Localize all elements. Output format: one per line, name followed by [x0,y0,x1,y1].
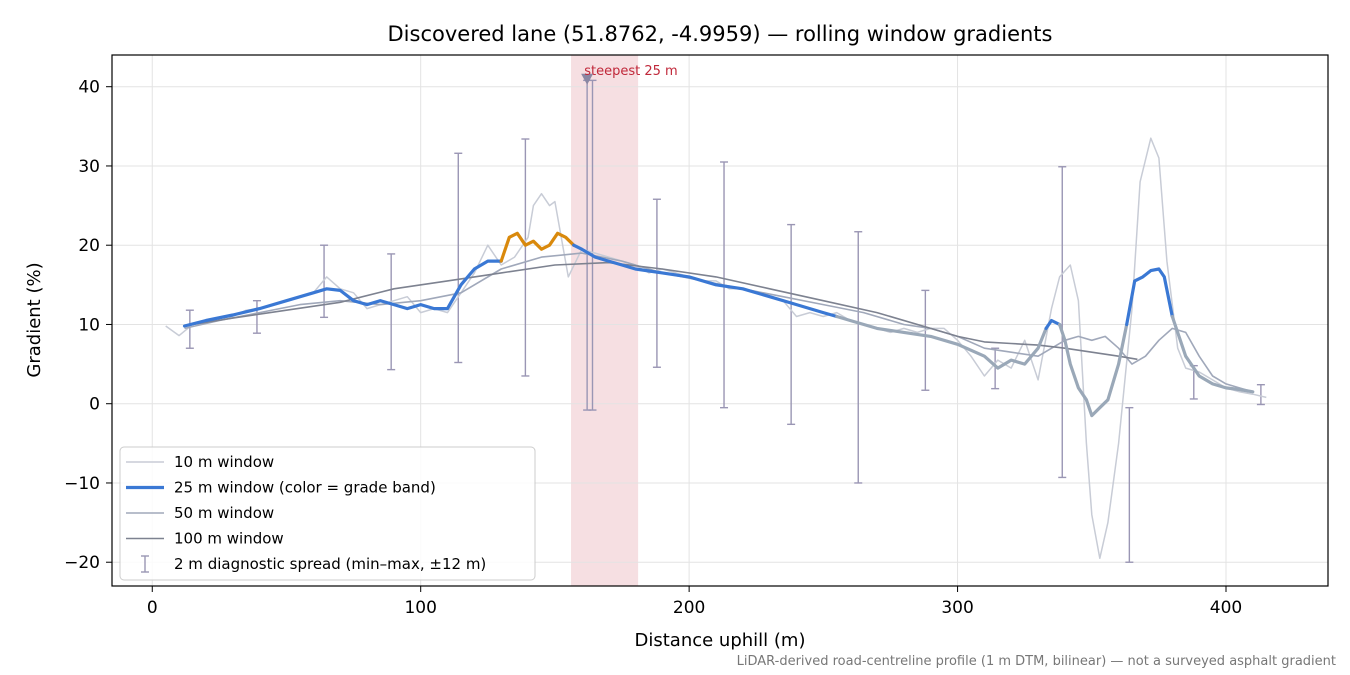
x-tick-label: 200 [673,598,705,618]
series-w100-line [192,261,1138,361]
y-axis-label: Gradient (%) [24,262,45,377]
series-w25-moderate-segment [1125,267,1174,327]
legend-label: 10 m window [174,453,274,471]
y-tick-label: −10 [64,474,100,494]
y-tick-label: 30 [78,157,100,177]
series-w25-moderate-segment [1044,318,1062,330]
series-w25-gentle-segment [835,314,1048,370]
legend-label: 50 m window [174,504,274,522]
series-w25-gentle-segment [1058,322,1129,418]
series-w50-line [184,252,1254,393]
legend-label: 2 m diagnostic spread (min–max, ±12 m) [174,555,486,573]
chart-title: Discovered lane (51.8762, -4.9959) — rol… [388,22,1053,46]
steepest-band [571,55,639,586]
series-layer [165,137,1267,560]
x-tick-label: 100 [404,598,436,618]
legend-label: 100 m window [174,530,284,548]
footnote: LiDAR-derived road-centreline profile (1… [737,654,1336,669]
steepest-marker [581,73,594,85]
x-tick-label: 300 [941,598,973,618]
y-tick-label: −20 [64,553,100,573]
series-w25-steep-segment [499,231,576,263]
y-tick-label: 0 [89,395,100,415]
y-tick-label: 20 [78,236,100,256]
x-axis-label: Distance uphill (m) [635,630,806,651]
legend: 10 m window 25 m window (color = grade ba… [119,446,536,581]
series-w25-moderate-segment [572,243,839,319]
x-tick-label: 400 [1210,598,1242,618]
marker-layer [581,73,594,85]
legend-frame [119,446,536,581]
y-tick-label: 40 [78,78,100,98]
y-tick-label: 10 [78,315,100,335]
legend-label: 25 m window (color = grade band) [174,479,436,497]
highlight-band-layer [571,55,639,586]
error-bar-layer [185,79,1265,563]
series-w25-gentle-segment [1170,314,1255,394]
steepest-annotation: steepest 25 m [584,64,677,79]
series-w25-moderate-segment [182,259,503,328]
plot-frame [111,54,1329,587]
x-tick-label: 0 [147,598,158,618]
tick-layer: 0 100 200 300 400 −20 −10 0 10 20 30 40 [64,78,1242,618]
